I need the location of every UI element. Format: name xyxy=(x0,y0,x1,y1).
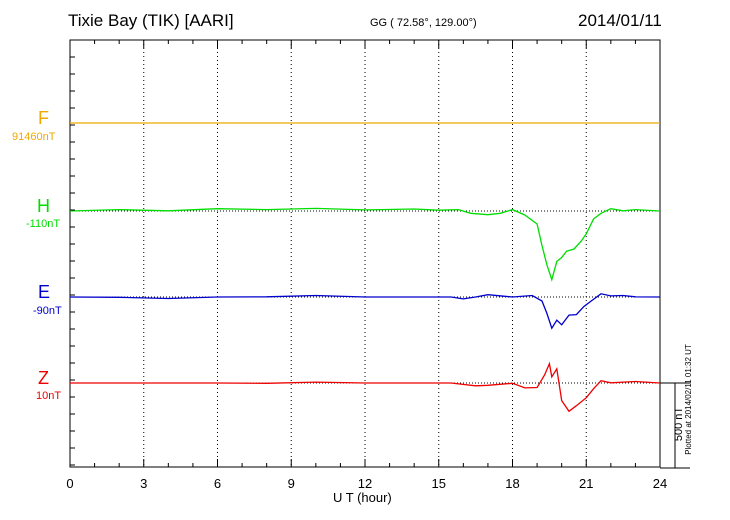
date-label: 2014/01/11 xyxy=(578,11,662,30)
series-baseline-z: 10nT xyxy=(36,390,62,402)
plotted-timestamp: Plotted at 2014/02/11 01:32 UT xyxy=(683,344,693,455)
series-label-z: Z xyxy=(38,368,49,388)
trace-z xyxy=(70,361,661,413)
series-label-h: H xyxy=(37,196,50,216)
series-label-e: E xyxy=(38,282,51,302)
data-traces xyxy=(69,122,661,413)
grid-lines xyxy=(143,40,587,467)
trace-h xyxy=(69,207,661,282)
x-tick-label-9: 9 xyxy=(288,476,295,491)
trace-e xyxy=(69,293,661,330)
series-baseline-e: -90nT xyxy=(33,305,62,317)
coordinates-label: GG ( 72.58°, 129.00°) xyxy=(370,17,477,29)
x-tick-label-18: 18 xyxy=(505,476,519,491)
baselines xyxy=(70,122,660,384)
series-label-f: F xyxy=(38,108,49,128)
series-baseline-f: 91460nT xyxy=(12,131,56,143)
x-axis-label: U T (hour) xyxy=(333,490,392,505)
scale-bar xyxy=(660,382,690,469)
x-tick-label-21: 21 xyxy=(579,476,593,491)
x-tick-label-15: 15 xyxy=(432,476,446,491)
x-tick-label-24: 24 xyxy=(653,476,667,491)
x-tick-label-6: 6 xyxy=(214,476,221,491)
x-tick-label-12: 12 xyxy=(358,476,372,491)
station-title: Tixie Bay (TIK) [AARI] xyxy=(68,11,234,30)
x-axis-ticks: 0 3 6 9 12 15 18 21 24 xyxy=(66,40,667,491)
x-tick-label-0: 0 xyxy=(66,476,73,491)
x-tick-label-3: 3 xyxy=(140,476,147,491)
series-baseline-h: -110nT xyxy=(26,218,61,230)
y-axis-ticks xyxy=(70,56,75,466)
